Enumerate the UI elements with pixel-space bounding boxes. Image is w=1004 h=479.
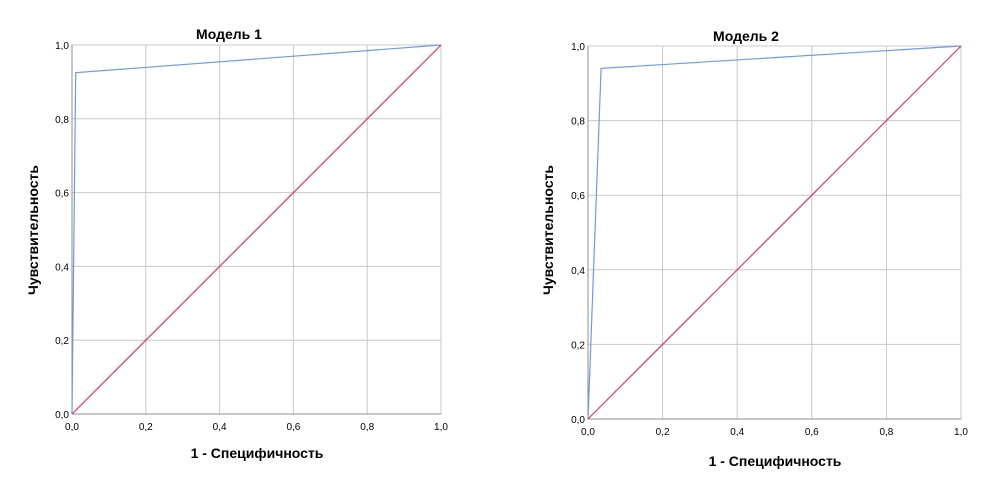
x-tick-label: 0,2 [656,427,670,438]
roc-chart-model-2: Модель 2 Чувствительность 1 - Специфично… [540,28,968,469]
x-tick-label: 1,0 [954,427,968,438]
chart-title: Модель 2 [713,28,779,44]
y-tick-label: 0,8 [55,115,69,126]
y-tick-label: 0,4 [571,266,585,277]
y-tick-label: 0,6 [55,189,69,200]
x-tick-label: 0,8 [360,422,374,433]
x-tick-label: 1,0 [434,422,448,433]
y-tick-label: 0,2 [55,336,69,347]
reference-diagonal-line [587,45,962,420]
x-axis-title: 1 - Специфичность [709,453,842,469]
roc-curve-line [71,44,442,415]
x-tick-label: 0,6 [286,422,300,433]
y-axis-title: Чувствительность [540,165,556,295]
y-tick-label: 1,0 [571,42,585,53]
y-tick-label: 1,0 [55,41,69,52]
y-axis-title: Чувствительность [25,165,41,295]
x-tick-label: 0,2 [139,422,153,433]
x-tick-label: 0,4 [730,427,744,438]
x-axis-title: 1 - Специфичность [191,445,324,461]
chart-title: Модель 1 [196,26,262,42]
y-tick-label: 0,0 [55,410,69,421]
x-tick-label: 0,0 [65,422,79,433]
y-tick-label: 0,8 [571,117,585,128]
plot-area: 0,0 0,2 0,4 0,6 0,8 1,0 0,0 0,2 0,4 0,6 0,8 1,0 [55,41,448,433]
plot-area: 0,0 0,2 0,4 0,6 0,8 1,0 0,0 0,2 0,4 0,6 0,8 1,0 [571,42,968,438]
x-tick-label: 0,0 [581,427,595,438]
y-tick-label: 0,6 [571,191,585,202]
x-tick-label: 0,8 [879,427,893,438]
reference-diagonal-line [71,44,442,415]
y-tick-label: 0,4 [55,262,69,273]
x-tick-label: 0,6 [805,427,819,438]
roc-curve-line [587,45,962,420]
x-tick-label: 0,4 [213,422,227,433]
roc-chart-model-1: Модель 1 Чувствительность 1 - Специфично… [25,26,448,461]
y-tick-label: 0,0 [571,415,585,426]
y-tick-label: 0,2 [571,340,585,351]
